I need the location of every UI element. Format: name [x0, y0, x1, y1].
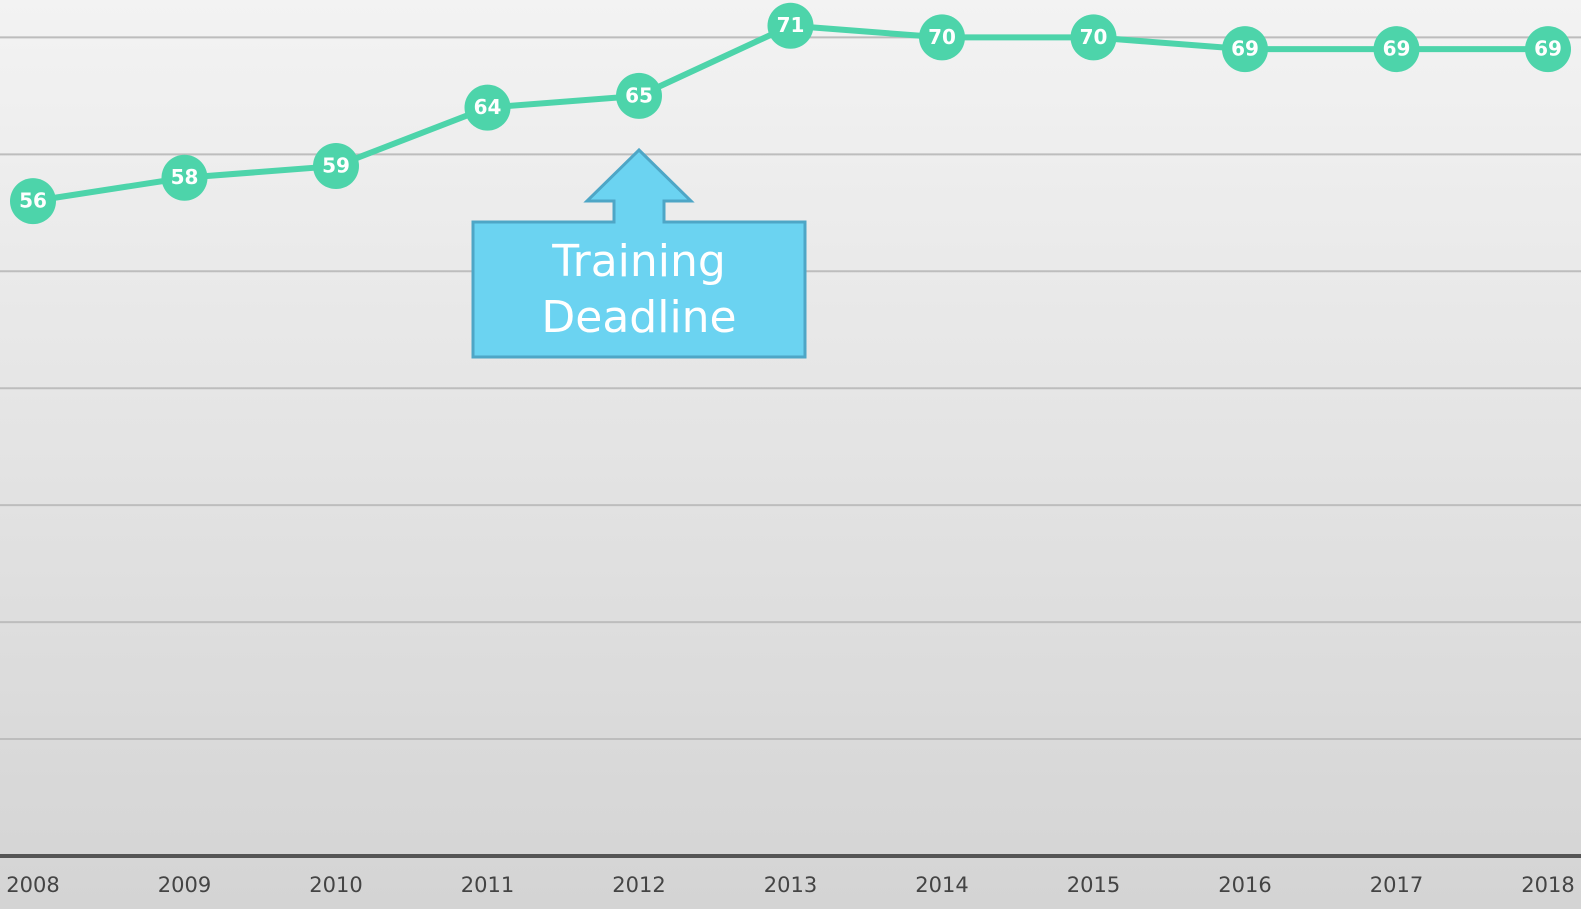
- x-tick-label: 2008: [6, 873, 59, 897]
- data-label: 69: [1534, 37, 1562, 61]
- x-tick-label: 2011: [461, 873, 514, 897]
- data-point: [313, 143, 359, 190]
- data-label: 58: [171, 165, 199, 189]
- data-label: 71: [777, 13, 805, 37]
- data-label: 69: [1383, 37, 1411, 61]
- data-label: 69: [1231, 37, 1259, 61]
- annotation-text: Deadline: [541, 292, 736, 343]
- data-point: [1373, 26, 1420, 73]
- data-point: [616, 72, 662, 119]
- x-tick-label: 2009: [158, 873, 211, 897]
- data-point: [919, 14, 965, 61]
- x-tick-label: 2015: [1067, 873, 1120, 897]
- data-label: 56: [19, 189, 47, 213]
- data-point: [1525, 26, 1571, 73]
- x-tick-label: 2010: [309, 873, 362, 897]
- data-label: 70: [1080, 25, 1108, 49]
- data-label: 59: [322, 154, 350, 178]
- data-label: 64: [474, 95, 502, 119]
- data-point: [1070, 14, 1117, 61]
- annotation-text: Training: [551, 236, 726, 287]
- data-label: 70: [928, 25, 956, 49]
- data-point: [161, 154, 208, 201]
- data-label: 65: [625, 83, 653, 107]
- annotation-callout: [471, 147, 807, 359]
- x-tick-label: 2012: [612, 873, 665, 897]
- data-point: [1222, 26, 1268, 73]
- data-point: [10, 178, 56, 225]
- x-tick-label: 2013: [764, 873, 817, 897]
- x-tick-label: 2014: [915, 873, 968, 897]
- data-point: [767, 2, 814, 49]
- x-tick-label: 2016: [1218, 873, 1271, 897]
- x-tick-label: 2017: [1370, 873, 1423, 897]
- data-point: [464, 84, 511, 131]
- x-tick-label: 2018: [1521, 873, 1574, 897]
